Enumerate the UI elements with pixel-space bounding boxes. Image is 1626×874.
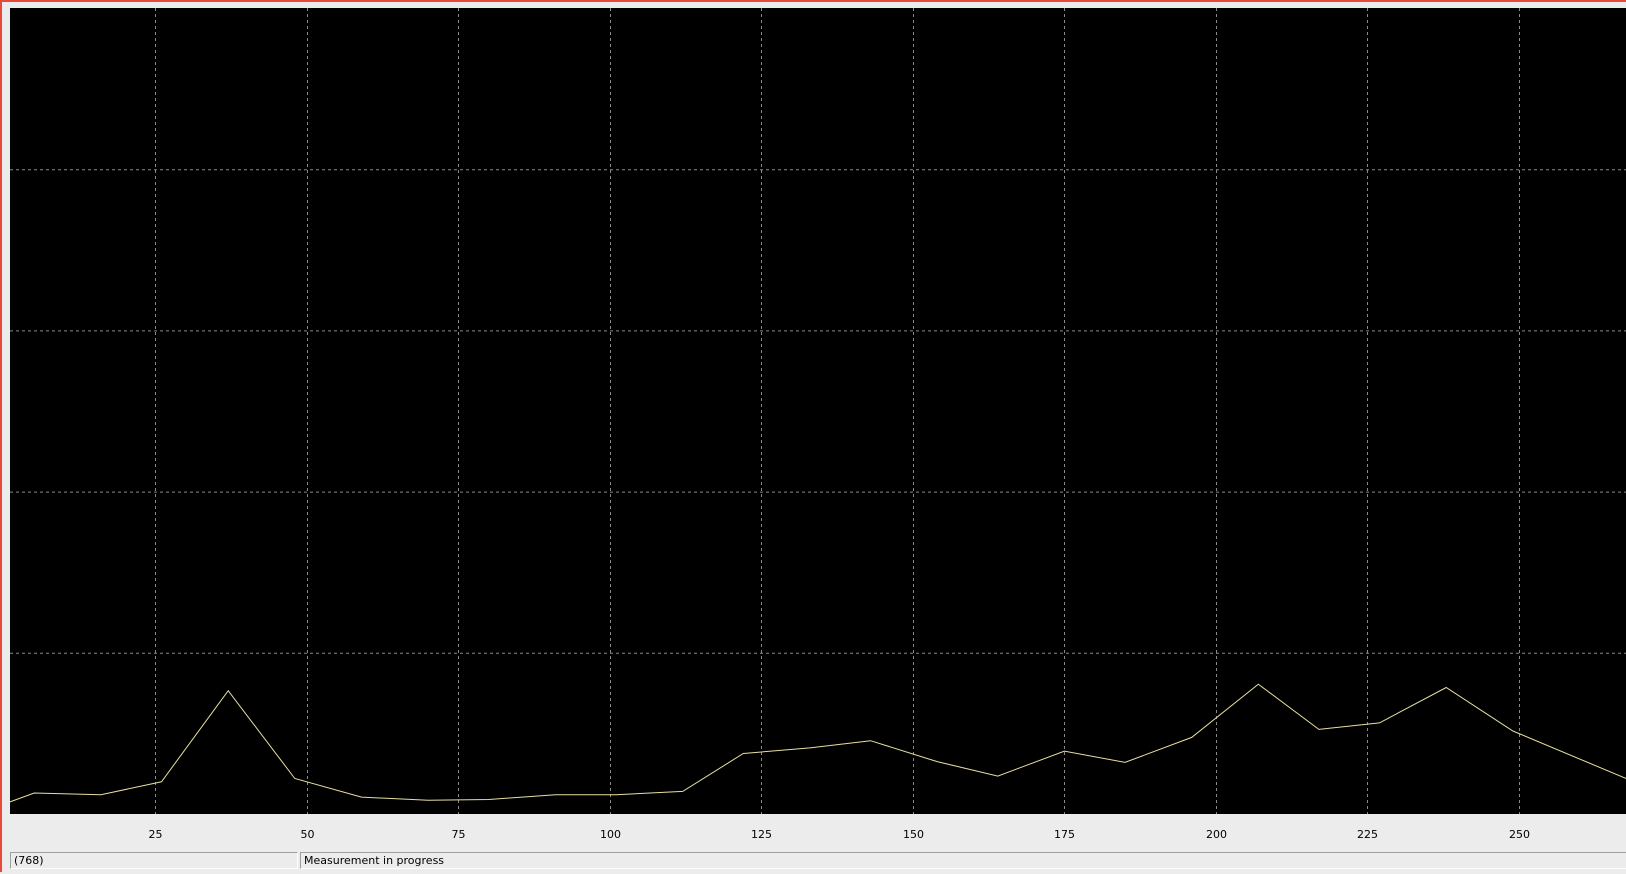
x-tick-label: 100 (600, 828, 621, 841)
x-axis-strip (10, 814, 1626, 850)
x-tick-label: 50 (301, 828, 315, 841)
status-message: Measurement in progress (300, 852, 1626, 869)
x-tick-label: 175 (1054, 828, 1075, 841)
x-tick-label: 150 (903, 828, 924, 841)
grid-lines (10, 8, 1626, 814)
x-axis-ticks: 25 50 75 100 125 150 175 200 225 250 (149, 828, 1531, 841)
series-line (9, 683, 1626, 803)
x-tick-label: 125 (751, 828, 772, 841)
x-tick-label: 225 (1357, 828, 1378, 841)
x-tick-label: 200 (1206, 828, 1227, 841)
x-tick-label: 75 (452, 828, 466, 841)
x-tick-label: 25 (149, 828, 163, 841)
status-count: (768) (10, 852, 298, 869)
status-bar: (768) Measurement in progress (10, 852, 1626, 871)
x-tick-label: 250 (1509, 828, 1530, 841)
plot-area (10, 8, 1626, 814)
